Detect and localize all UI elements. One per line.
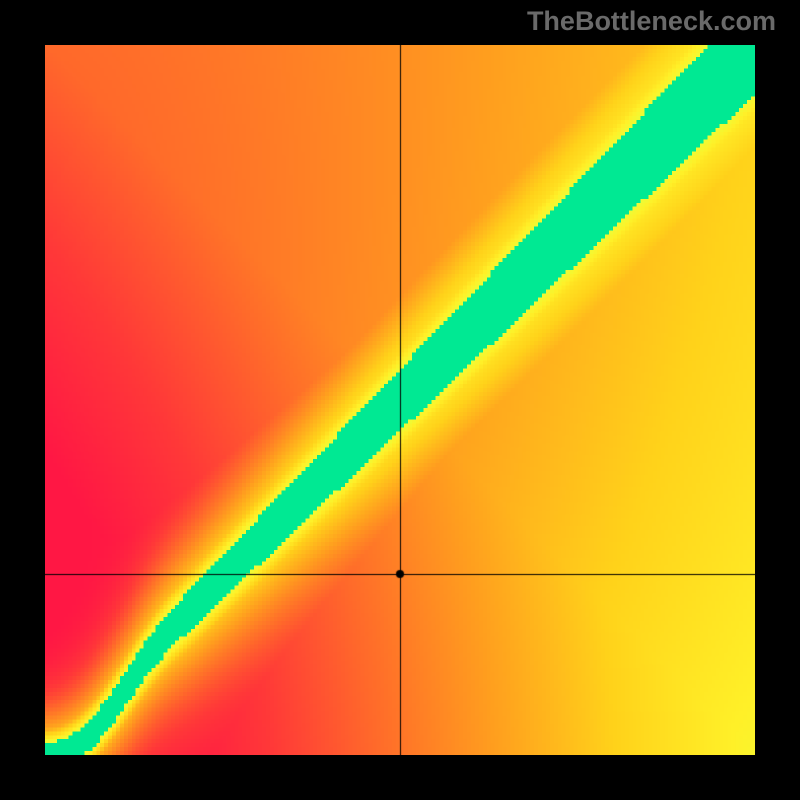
chart-container: { "watermark": { "text": "TheBottleneck.… <box>0 0 800 800</box>
watermark-text: TheBottleneck.com <box>527 6 776 37</box>
crosshair-overlay <box>45 45 755 755</box>
